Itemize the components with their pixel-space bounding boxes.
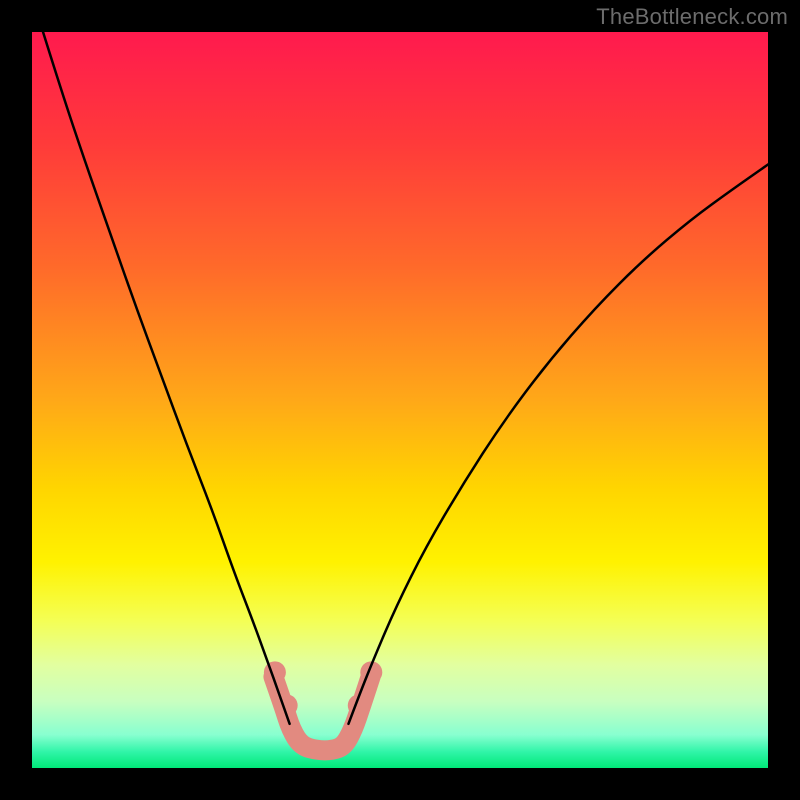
watermark-text: TheBottleneck.com bbox=[596, 4, 788, 30]
chart-root: TheBottleneck.com bbox=[0, 0, 800, 800]
plot-area bbox=[32, 32, 768, 768]
chart-svg bbox=[0, 0, 800, 800]
